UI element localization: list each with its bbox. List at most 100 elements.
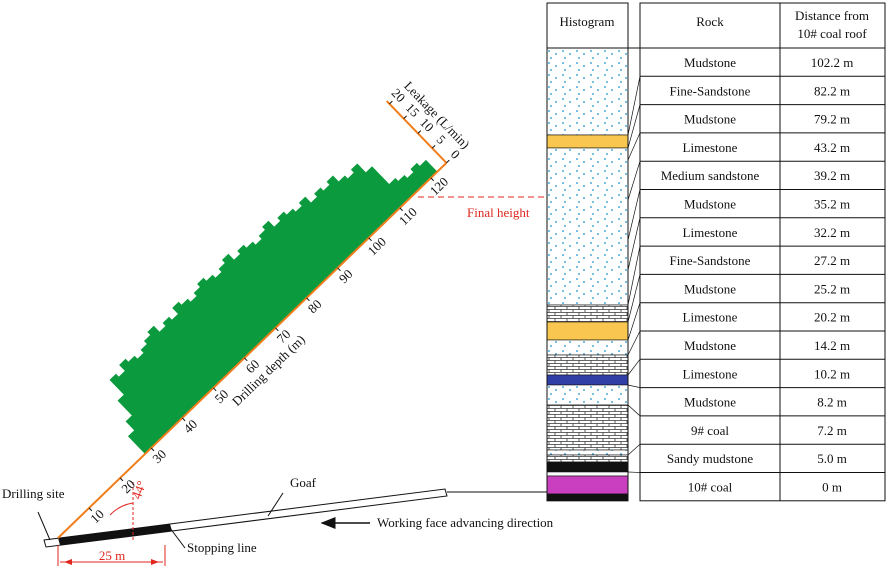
rock-name: Mudstone: [684, 338, 736, 353]
distance: 43.2 m: [814, 140, 850, 155]
leakage-bar: [314, 187, 369, 244]
rock-name: Limestone: [683, 366, 738, 381]
distance: 82.2 m: [814, 83, 850, 98]
depth-tick: [213, 387, 217, 392]
angle-label: 44°: [129, 479, 149, 501]
distance: 25.2 m: [814, 281, 850, 296]
stratum: [546, 47, 629, 136]
distance: 79.2 m: [814, 112, 850, 127]
leakage-bar: [117, 394, 164, 442]
leakage-bar: [326, 175, 382, 232]
leader: [627, 384, 641, 388]
hist-frame: [546, 2, 629, 502]
leakage-bar: [286, 208, 345, 268]
leakage-bar: [237, 244, 301, 310]
distance: 35.2 m: [814, 197, 850, 212]
rock-name: Mudstone: [684, 197, 736, 212]
leader: [627, 302, 641, 341]
depth-tick: [306, 297, 310, 302]
leader: [627, 404, 641, 417]
stopping-line-label: Stopping line: [187, 540, 257, 555]
leakage-bar: [118, 370, 177, 430]
leakage-bar: [206, 274, 270, 340]
leakage-bar: [273, 220, 332, 280]
borehole-chart: 10203040506070809010011012005101520Drill…: [57, 78, 473, 539]
depth-tick: [150, 447, 155, 452]
final-height-label: Final height: [467, 205, 530, 220]
leakage-bar: [323, 184, 376, 238]
leakage-bar: [190, 295, 251, 358]
leakage-bar: [410, 162, 432, 184]
distance: 27.2 m: [814, 253, 850, 268]
leakage-bar: [147, 325, 214, 394]
leakage-bar: [193, 286, 258, 352]
leakage-bar: [127, 430, 152, 454]
leakage-tick: [446, 159, 450, 164]
leakage-bar: [215, 271, 276, 334]
stratum: [546, 384, 629, 406]
stratum: [546, 354, 629, 376]
leakage-bar: [262, 220, 326, 286]
stratum: [546, 471, 629, 477]
leakage-bar: [137, 352, 195, 412]
leakage-bar: [172, 301, 239, 370]
stratum: [546, 134, 629, 149]
leakage-bar: [255, 238, 314, 298]
distance: 14.2 m: [814, 338, 850, 353]
distance: 102.2 m: [811, 55, 854, 70]
leakage-tick: [403, 115, 407, 120]
distance: 8.2 m: [817, 395, 847, 410]
distance: 0 m: [822, 480, 842, 495]
leakage-bar: [109, 373, 171, 436]
leakage-bar: [338, 175, 388, 226]
drilling-site: Drilling site: [2, 486, 65, 501]
stratum: [546, 339, 629, 356]
leader: [627, 443, 641, 456]
leader: [627, 217, 641, 271]
leakage-bar: [419, 159, 438, 178]
distance: 5.0 m: [817, 451, 847, 466]
distance: 39.2 m: [814, 168, 850, 183]
leakage-bar: [298, 196, 357, 256]
leakage-bar: [221, 253, 289, 322]
stratum: [546, 321, 629, 341]
leakage-bar: [181, 298, 245, 364]
leader: [627, 359, 641, 376]
leakage-bar: [350, 163, 401, 214]
leakage-bar: [388, 177, 413, 202]
strata-table: Histogram Rock Distance from 10# coal roof M…: [546, 2, 886, 502]
depth-tick: [244, 357, 248, 362]
leakage-bar: [310, 196, 363, 250]
stratum: [546, 304, 629, 323]
stratum: [546, 493, 629, 502]
leakage-bar: [233, 253, 295, 316]
leader: [627, 161, 641, 201]
rock-name: Mudstone: [684, 55, 736, 70]
leakage-bar: [140, 343, 202, 406]
leakage-tick: [389, 100, 393, 105]
distance: 10.2 m: [814, 366, 850, 381]
stratum: [546, 475, 629, 495]
depth-tick: [337, 267, 341, 272]
leakage-bar: [162, 316, 227, 382]
leader: [627, 330, 641, 356]
distance-label: 25 m: [99, 548, 125, 563]
distance: 7.2 m: [817, 423, 847, 438]
stratum: [546, 147, 629, 306]
table-frame: [639, 2, 886, 502]
leakage-bar: [143, 334, 208, 400]
leakage-bar: [171, 313, 233, 376]
rock-name: Limestone: [683, 310, 738, 325]
stratum: [546, 461, 629, 473]
leakage-bar: [295, 205, 351, 262]
header: 10# coal roof: [797, 26, 867, 41]
leakage-bar: [128, 355, 189, 418]
rock-name: Mudstone: [684, 281, 736, 296]
leader: [627, 246, 641, 306]
leader: [627, 104, 641, 149]
header: Rock: [696, 14, 724, 29]
leakage-bar: [347, 172, 394, 220]
stratum: [546, 449, 629, 456]
rock-name: Limestone: [683, 140, 738, 155]
leader: [627, 274, 641, 323]
